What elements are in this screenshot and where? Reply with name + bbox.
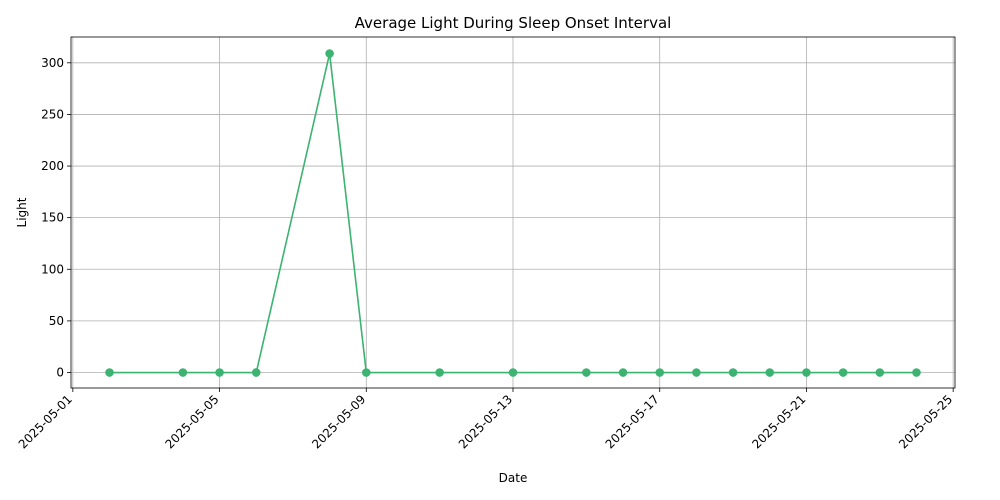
- data-point: [765, 368, 775, 377]
- series-line: [109, 53, 917, 374]
- data-point: [692, 368, 701, 377]
- data-point: [435, 368, 444, 377]
- y-tick-label: 250: [41, 107, 64, 121]
- x-axis-title: Date: [499, 471, 528, 485]
- data-point: [215, 368, 224, 377]
- series-layer: [105, 49, 921, 377]
- data-point: [325, 49, 334, 58]
- x-tick-label: 2025-05-13: [456, 392, 515, 451]
- data-point: [655, 368, 665, 377]
- x-tick-label: 2025-05-21: [749, 392, 808, 451]
- data-point: [178, 368, 188, 377]
- data-point: [251, 368, 261, 377]
- data-point: [361, 368, 371, 377]
- data-point: [582, 368, 591, 377]
- y-tick-label: 0: [56, 366, 64, 380]
- grid: [71, 37, 955, 388]
- y-tick-label: 150: [41, 211, 64, 225]
- data-point: [912, 368, 921, 377]
- x-tick-label: 2025-05-25: [896, 392, 955, 451]
- x-tick-label: 2025-05-17: [603, 392, 662, 451]
- chart-title: Average Light During Sleep Onset Interva…: [355, 14, 672, 32]
- y-tick-label: 100: [41, 262, 64, 276]
- axes: 0 50 100 150 200 250 300 2025-05-01 2025-05-05 20…: [16, 56, 956, 452]
- data-point: [802, 368, 811, 377]
- data-point: [728, 368, 738, 377]
- plot-frame: [70, 36, 956, 389]
- data-point: [838, 368, 848, 377]
- y-tick-label: 200: [41, 159, 64, 173]
- data-point: [875, 368, 885, 377]
- x-tick-label: 2025-05-05: [162, 392, 221, 451]
- data-point: [105, 368, 114, 377]
- x-tick-label: 2025-05-09: [309, 392, 368, 451]
- y-axis-title: Light: [15, 197, 29, 227]
- y-tick-label: 50: [49, 314, 64, 328]
- x-tick-label: 2025-05-01: [16, 392, 75, 451]
- y-tick-label: 300: [41, 56, 64, 70]
- data-point: [508, 368, 518, 377]
- data-point: [618, 368, 628, 377]
